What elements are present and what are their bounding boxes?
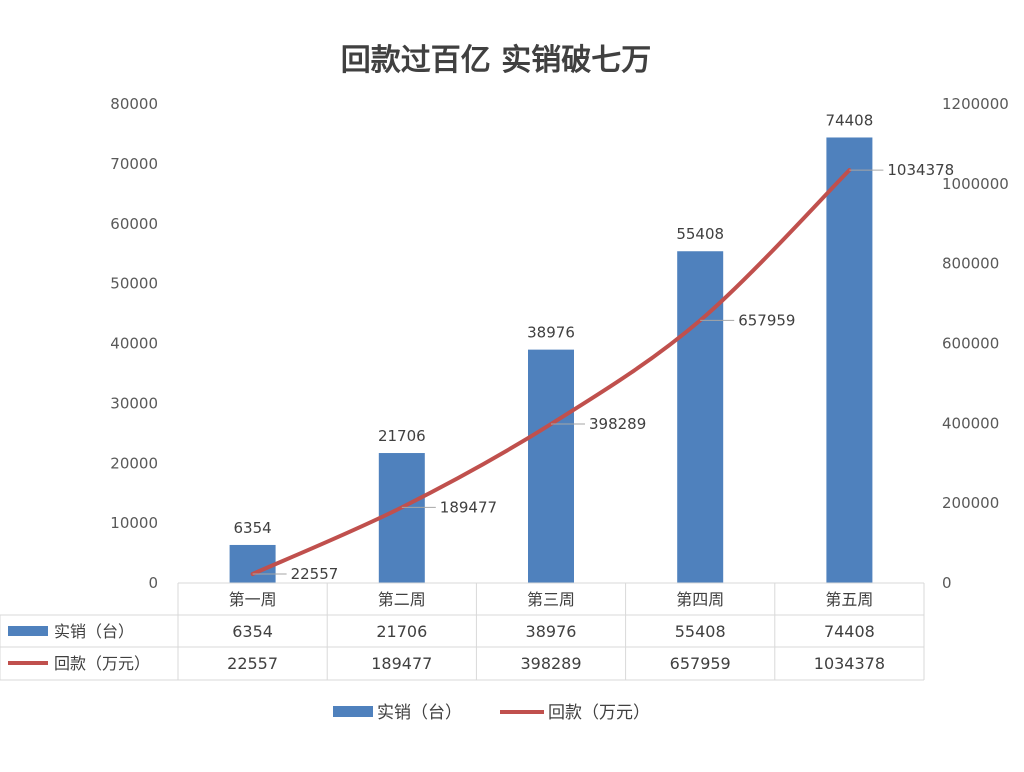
category-label: 第三周 — [527, 590, 575, 609]
left-axis-tick-label: 80000 — [110, 95, 158, 113]
left-axis-tick-label: 40000 — [110, 335, 158, 353]
table-cell: 38976 — [526, 622, 577, 641]
right-axis-tick-label: 1200000 — [942, 95, 1009, 113]
right-axis-tick-label: 200000 — [942, 494, 999, 512]
line-series: 22557 189477 398289 657959 1034378 — [250, 161, 954, 583]
legend-item-label: 回款（万元） — [548, 703, 650, 723]
left-axis-tick-label: 50000 — [110, 275, 158, 293]
bar — [229, 544, 276, 583]
left-axis-tick-label: 10000 — [110, 514, 158, 532]
chart-title: 回款过百亿 实销破七万 — [341, 43, 651, 78]
table-row-key-bar — [8, 626, 48, 636]
right-axis-tick-label: 1000000 — [942, 175, 1009, 193]
bar — [528, 349, 574, 583]
category-label: 第五周 — [825, 590, 873, 609]
table-row-label: 回款（万元） — [54, 654, 150, 673]
table-row-label: 实销（台） — [54, 622, 134, 641]
left-axis-tick-label: 30000 — [110, 394, 158, 412]
legend: 实销（台） 回款（万元） — [333, 703, 650, 723]
category-label: 第一周 — [229, 590, 277, 609]
bar-data-label: 6354 — [234, 519, 272, 537]
bar-data-label: 21706 — [378, 427, 426, 445]
left-axis: 0 10000 20000 30000 40000 50000 60000 70000 8000… — [110, 95, 158, 592]
table-cell: 74408 — [824, 622, 875, 641]
bar-data-label: 55408 — [676, 225, 724, 243]
line-data-label: 398289 — [589, 415, 646, 433]
right-axis-tick-label: 800000 — [942, 255, 999, 273]
table-cell: 22557 — [227, 654, 278, 673]
left-axis-tick-label: 20000 — [110, 454, 158, 472]
line-data-label: 1034378 — [887, 161, 954, 179]
right-axis: 0 200000 400000 600000 800000 1000000 1200000 — [942, 95, 1009, 592]
legend-marker-bar — [333, 706, 373, 717]
legend-item-label: 实销（台） — [377, 703, 462, 723]
bar — [677, 251, 724, 583]
table-cell: 1034378 — [814, 654, 885, 673]
table-cell: 189477 — [371, 654, 432, 673]
right-axis-tick-label: 400000 — [942, 414, 999, 432]
bar-data-label: 74408 — [826, 111, 874, 129]
table-cell: 398289 — [520, 654, 581, 673]
right-axis-tick-label: 600000 — [942, 335, 999, 353]
table-cell: 21706 — [376, 622, 427, 641]
bar — [826, 137, 873, 583]
right-axis-tick-label: 0 — [942, 574, 952, 592]
left-axis-tick-label: 0 — [148, 574, 158, 592]
line-data-label: 22557 — [291, 565, 339, 583]
line-data-label: 657959 — [738, 311, 795, 329]
table-cell: 55408 — [675, 622, 726, 641]
table-cell: 6354 — [232, 622, 273, 641]
category-label: 第二周 — [378, 590, 426, 609]
bar — [378, 453, 425, 583]
left-axis-tick-label: 60000 — [110, 215, 158, 233]
category-label: 第四周 — [676, 590, 724, 609]
bar-series: 6354 21706 38976 55408 74408 — [229, 111, 874, 583]
line-data-label: 189477 — [440, 498, 497, 516]
bar-data-label: 38976 — [527, 324, 575, 342]
left-axis-tick-label: 70000 — [110, 155, 158, 173]
table-cell: 657959 — [670, 654, 731, 673]
